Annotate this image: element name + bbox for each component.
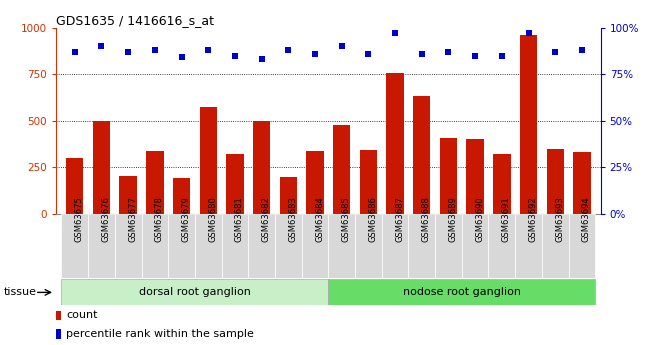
FancyBboxPatch shape [409,214,435,278]
Text: dorsal root ganglion: dorsal root ganglion [139,287,251,297]
Text: GSM63679: GSM63679 [182,196,191,242]
Text: GSM63686: GSM63686 [368,196,378,242]
Bar [146,151,164,214]
FancyBboxPatch shape [568,214,595,278]
Point [283,47,294,53]
Text: GSM63683: GSM63683 [288,196,297,242]
Point [69,49,80,55]
Bar [333,125,350,214]
Text: GSM63682: GSM63682 [261,196,271,242]
Text: GSM63680: GSM63680 [209,196,217,242]
Point [310,51,320,57]
Bar [467,139,484,214]
Point [390,30,401,36]
FancyBboxPatch shape [141,214,168,278]
Bar [574,152,591,214]
Bar [253,121,271,214]
FancyBboxPatch shape [488,214,515,278]
Bar [93,121,110,214]
Point [363,51,374,57]
Point [550,49,560,55]
FancyBboxPatch shape [61,279,329,305]
Point [416,51,427,57]
Bar [56,310,61,320]
Point [523,30,534,36]
FancyBboxPatch shape [515,214,542,278]
Text: GSM63675: GSM63675 [75,196,84,242]
Text: GSM63688: GSM63688 [422,196,431,242]
Point [256,57,267,62]
FancyBboxPatch shape [275,214,302,278]
Bar [173,178,190,214]
FancyBboxPatch shape [462,214,488,278]
FancyBboxPatch shape [435,214,462,278]
FancyBboxPatch shape [329,214,355,278]
Bar [520,35,537,214]
Bar [119,176,137,214]
Text: count: count [67,310,98,320]
Text: GSM63694: GSM63694 [582,196,591,242]
FancyBboxPatch shape [195,214,222,278]
Text: GSM63692: GSM63692 [529,196,537,242]
Text: GSM63677: GSM63677 [128,196,137,242]
Text: GSM63676: GSM63676 [102,196,110,242]
Text: GSM63678: GSM63678 [155,196,164,242]
Text: GSM63687: GSM63687 [395,196,404,242]
FancyBboxPatch shape [302,214,329,278]
Bar [280,177,297,214]
Text: tissue: tissue [3,287,36,297]
Text: GSM63690: GSM63690 [475,196,484,242]
Text: GSM63693: GSM63693 [555,196,564,242]
Point [577,47,587,53]
Bar [56,329,61,339]
Text: GSM63691: GSM63691 [502,196,511,242]
FancyBboxPatch shape [355,214,381,278]
Text: GSM63681: GSM63681 [235,196,244,242]
FancyBboxPatch shape [115,214,141,278]
Bar [199,107,217,214]
Text: GSM63689: GSM63689 [448,196,457,242]
FancyBboxPatch shape [222,214,248,278]
Bar [306,150,323,214]
Point [496,53,507,58]
Bar [66,158,83,214]
FancyBboxPatch shape [88,214,115,278]
Text: GSM63685: GSM63685 [342,196,350,242]
Point [470,53,480,58]
FancyBboxPatch shape [61,214,88,278]
Point [337,43,347,49]
Point [230,53,240,58]
Bar [546,149,564,214]
Text: percentile rank within the sample: percentile rank within the sample [67,329,254,339]
Point [203,47,214,53]
Point [123,49,133,55]
Bar [360,150,377,214]
FancyBboxPatch shape [329,279,595,305]
Point [150,47,160,53]
FancyBboxPatch shape [542,214,568,278]
Bar [386,73,404,214]
Point [176,55,187,60]
Text: GSM63684: GSM63684 [315,196,324,242]
Text: nodose root ganglion: nodose root ganglion [403,287,521,297]
FancyBboxPatch shape [381,214,409,278]
Point [96,43,107,49]
Bar [493,154,511,214]
Point [443,49,453,55]
Bar [413,96,430,214]
Bar [226,154,244,214]
Text: GDS1635 / 1416616_s_at: GDS1635 / 1416616_s_at [56,14,214,27]
FancyBboxPatch shape [248,214,275,278]
Bar [440,138,457,214]
FancyBboxPatch shape [168,214,195,278]
